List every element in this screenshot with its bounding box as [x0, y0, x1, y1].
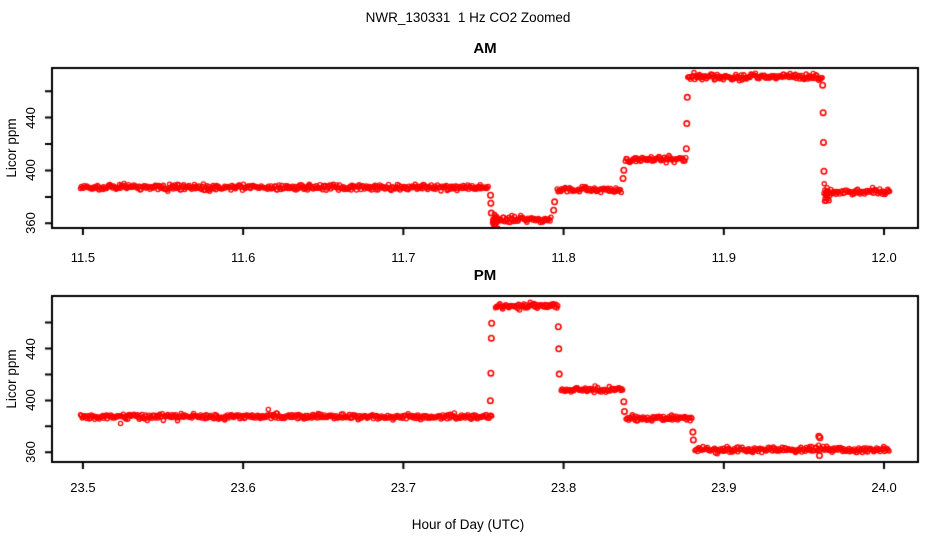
x-tick-label: 11.6	[230, 250, 256, 265]
x-tick-label: 11.5	[70, 250, 96, 265]
x-tick-label: 11.8	[551, 250, 576, 265]
pm-y-axis-label: Licor ppm	[4, 349, 19, 409]
x-tick-label: 11.9	[711, 250, 736, 265]
am-plot-canvas	[40, 60, 932, 246]
y-tick-label: 360	[23, 441, 38, 464]
pm-panel-title: PM	[473, 267, 497, 284]
x-tick-label: 12.0	[871, 250, 897, 265]
x-tick-label: 23.6	[230, 480, 256, 495]
main-title: NWR_130331 1 Hz CO2 Zoomed	[365, 10, 571, 25]
y-tick-label: 400	[23, 159, 38, 182]
x-tick-label: 23.9	[711, 480, 737, 495]
x-tick-label: 23.5	[70, 480, 96, 495]
am-y-axis-label: Licor ppm	[4, 118, 19, 178]
y-tick-label: 440	[23, 106, 38, 129]
x-tick-label: 23.7	[390, 480, 417, 495]
y-tick-label: 360	[23, 212, 38, 235]
y-tick-label: 400	[23, 389, 38, 412]
x-tick-label: 23.8	[550, 480, 577, 495]
am-panel-title: AM	[473, 40, 497, 57]
pm-plot-canvas	[40, 288, 932, 474]
y-tick-label: 440	[23, 337, 38, 360]
x-axis-label: Hour of Day (UTC)	[411, 517, 525, 532]
x-tick-label: 24.0	[871, 480, 897, 495]
x-tick-label: 11.7	[391, 250, 416, 265]
